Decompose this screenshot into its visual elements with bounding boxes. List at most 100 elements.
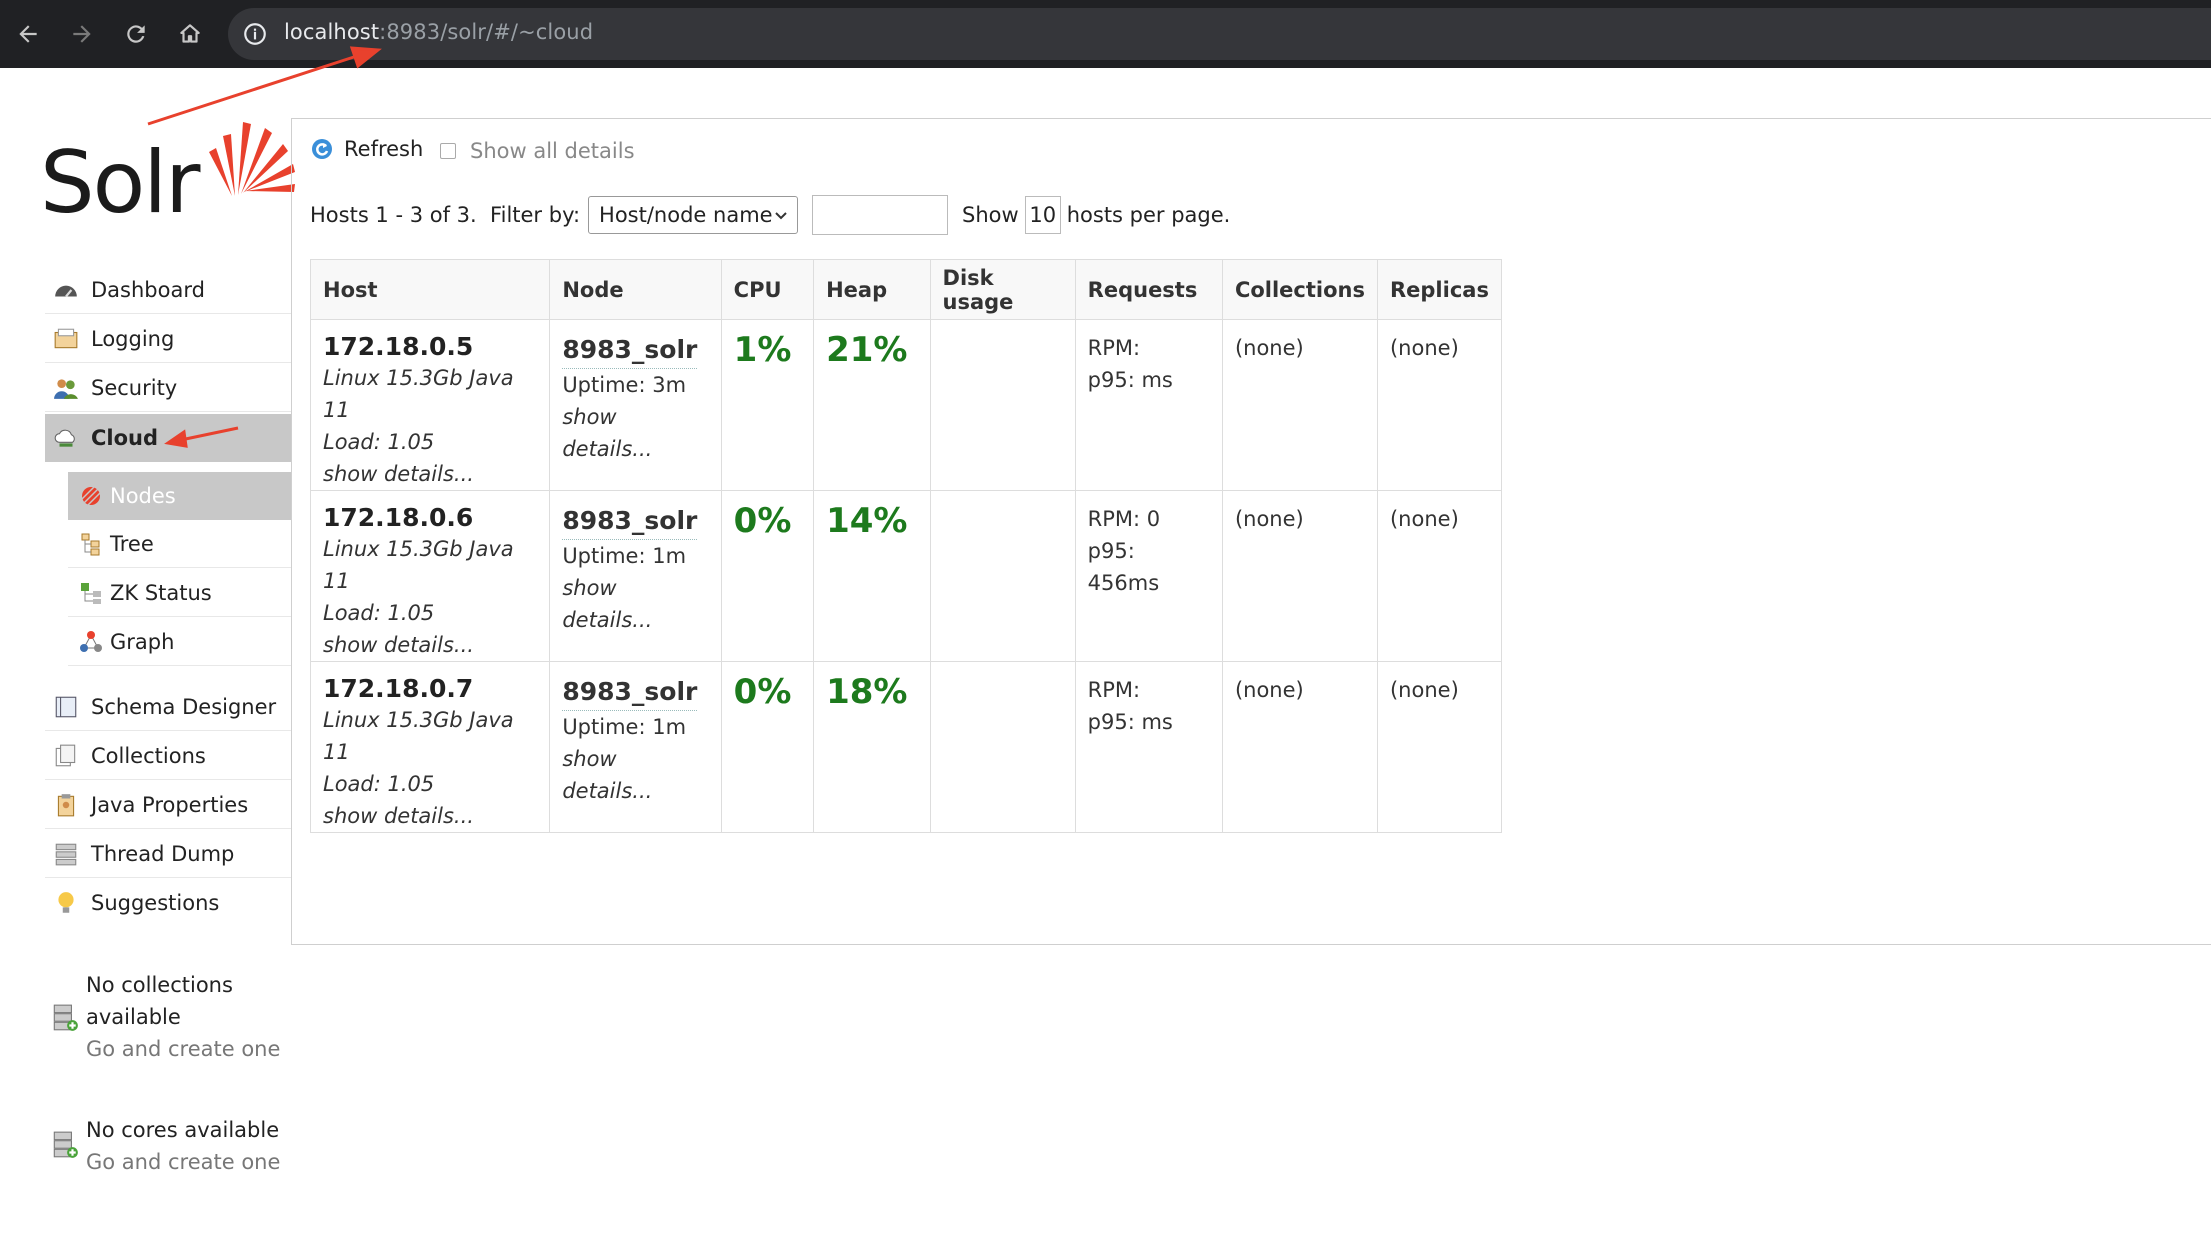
nodes-table: Host Node CPU Heap Disk usage Requests C… xyxy=(309,259,1503,833)
node-name-link[interactable]: 8983_solr xyxy=(562,674,698,711)
cpu-value: 0% xyxy=(733,501,792,541)
replicas-cell: (none) xyxy=(1376,319,1503,491)
node-show-details-link[interactable]: show details... xyxy=(562,747,653,803)
site-info-icon[interactable] xyxy=(242,21,268,47)
nodes-sun-icon xyxy=(78,483,104,509)
hosts-count-label: Hosts 1 - 3 of 3. Filter by: xyxy=(310,203,581,227)
address-bar[interactable]: localhost:8983/solr/#/~cloud xyxy=(228,8,2211,60)
header-requests: Requests xyxy=(1074,259,1223,320)
filter-bar: Hosts 1 - 3 of 3. Filter by: Host/node n… xyxy=(310,195,1230,235)
cpu-value: 1% xyxy=(733,330,792,370)
sidebar-item-thread-dump[interactable]: Thread Dump xyxy=(45,830,291,878)
url-text: localhost:8983/solr/#/~cloud xyxy=(284,20,593,44)
sidebar-item-logging[interactable]: Logging xyxy=(45,315,291,363)
host-os: Linux 15.3Gb Java 11 xyxy=(323,537,514,593)
create-core-link[interactable]: Go and create one xyxy=(86,1150,281,1174)
sidebar-subitem-label: Nodes xyxy=(110,484,176,508)
host-show-details-link[interactable]: show details... xyxy=(323,804,474,828)
sidebar-subitem-graph[interactable]: Graph xyxy=(68,618,291,666)
per-page-value: 10 xyxy=(1029,203,1057,227)
collections-database-icon xyxy=(53,1004,78,1031)
heap-cell: 14% xyxy=(813,490,931,662)
requests-p95: p95: ms xyxy=(1087,710,1173,734)
node-uptime: Uptime: 3m xyxy=(562,373,687,397)
table-row: 172.18.0.5 Linux 15.3Gb Java 11 Load: 1.… xyxy=(309,319,1503,491)
sidebar-subitem-label: Tree xyxy=(110,531,154,556)
hosts-per-page-input[interactable]: 10 xyxy=(1024,196,1061,234)
sidebar-item-collections[interactable]: Collections xyxy=(45,732,291,780)
lightbulb-icon xyxy=(51,888,81,918)
node-show-details-link[interactable]: show details... xyxy=(562,405,653,461)
requests-rpm: RPM: xyxy=(1087,678,1141,702)
header-disk-usage: Disk usage xyxy=(929,259,1076,320)
sidebar-item-schema-designer[interactable]: Schema Designer xyxy=(45,683,291,731)
node-name-link[interactable]: 8983_solr xyxy=(562,503,698,540)
node-name-link[interactable]: 8983_solr xyxy=(562,332,698,369)
create-collection-link[interactable]: Go and create one xyxy=(86,1037,281,1061)
header-cpu: CPU xyxy=(720,259,815,320)
forward-icon[interactable] xyxy=(62,14,102,54)
sidebar-item-dashboard[interactable]: Dashboard xyxy=(45,266,291,314)
heap-cell: 18% xyxy=(813,661,931,833)
sidebar-item-label: Logging xyxy=(91,326,175,351)
solr-sun-icon xyxy=(209,122,295,196)
sidebar-item-label: Schema Designer xyxy=(91,694,277,719)
sidebar-item-label: Collections xyxy=(91,743,206,768)
sidebar-item-label: Dashboard xyxy=(91,277,205,302)
heap-value: 14% xyxy=(826,501,908,541)
host-show-details-link[interactable]: show details... xyxy=(323,633,474,657)
sidebar-item-label: Thread Dump xyxy=(91,841,235,866)
disk-cell xyxy=(929,490,1076,662)
refresh-button[interactable]: Refresh xyxy=(310,137,423,161)
sidebar-subitem-zk-status[interactable]: ZK Status xyxy=(68,569,291,617)
sidebar-item-security[interactable]: Security xyxy=(45,364,291,412)
host-ip: 172.18.0.6 xyxy=(323,503,474,532)
cloud-icon xyxy=(51,423,81,453)
requests-p95: p95: 456ms xyxy=(1087,539,1160,595)
requests-p95: p95: ms xyxy=(1087,368,1173,392)
requests-cell: RPM: 0 p95: 456ms xyxy=(1074,490,1223,662)
java-properties-icon xyxy=(51,790,81,820)
sidebar-subitem-tree[interactable]: Tree xyxy=(68,520,291,568)
browser-toolbar: localhost:8983/solr/#/~cloud xyxy=(0,0,2211,68)
tree-icon xyxy=(78,531,104,557)
host-load: Load: 1.05 xyxy=(323,601,435,625)
chevron-down-icon xyxy=(775,212,787,220)
sidebar-item-java-properties[interactable]: Java Properties xyxy=(45,781,291,829)
graph-icon xyxy=(78,629,104,655)
sidebar-item-label: Java Properties xyxy=(91,792,249,817)
host-cell: 172.18.0.5 Linux 15.3Gb Java 11 Load: 1.… xyxy=(309,319,551,491)
back-icon[interactable] xyxy=(8,14,48,54)
show-all-details-checkbox[interactable]: Show all details xyxy=(440,139,635,163)
filter-text-input[interactable] xyxy=(812,195,949,235)
host-show-details-link[interactable]: show details... xyxy=(323,462,474,486)
per-page-suffix: hosts per page. xyxy=(1066,203,1231,227)
sidebar-item-label: Cloud xyxy=(91,426,159,450)
sidebar-subitem-nodes[interactable]: Nodes xyxy=(68,472,291,520)
node-uptime: Uptime: 1m xyxy=(562,715,687,739)
host-ip: 172.18.0.5 xyxy=(323,332,474,361)
node-show-details-link[interactable]: show details... xyxy=(562,576,653,632)
show-label: Show xyxy=(962,203,1019,227)
cpu-cell: 0% xyxy=(720,661,815,833)
cores-database-icon xyxy=(53,1131,78,1158)
reload-icon[interactable] xyxy=(116,14,156,54)
sidebar-item-cloud[interactable]: Cloud xyxy=(45,414,291,462)
collections-cell: (none) xyxy=(1221,661,1378,833)
cpu-cell: 1% xyxy=(720,319,815,491)
replicas-cell: (none) xyxy=(1376,661,1503,833)
solr-logo[interactable]: Solr xyxy=(40,112,295,233)
host-load: Load: 1.05 xyxy=(323,772,435,796)
heap-value: 18% xyxy=(826,672,908,712)
collections-cell: (none) xyxy=(1221,319,1378,491)
security-users-icon xyxy=(51,373,81,403)
logo-text: Solr xyxy=(40,133,200,233)
no-cores-note: No cores available Go and create one xyxy=(86,1114,280,1178)
sidebar-item-suggestions[interactable]: Suggestions xyxy=(45,879,291,927)
filter-by-select[interactable]: Host/node name xyxy=(588,196,799,234)
refresh-label: Refresh xyxy=(344,137,424,161)
host-os: Linux 15.3Gb Java 11 xyxy=(323,366,514,422)
checkbox-box[interactable] xyxy=(440,143,456,159)
home-icon[interactable] xyxy=(170,14,210,54)
filter-select-value: Host/node name xyxy=(599,203,773,227)
